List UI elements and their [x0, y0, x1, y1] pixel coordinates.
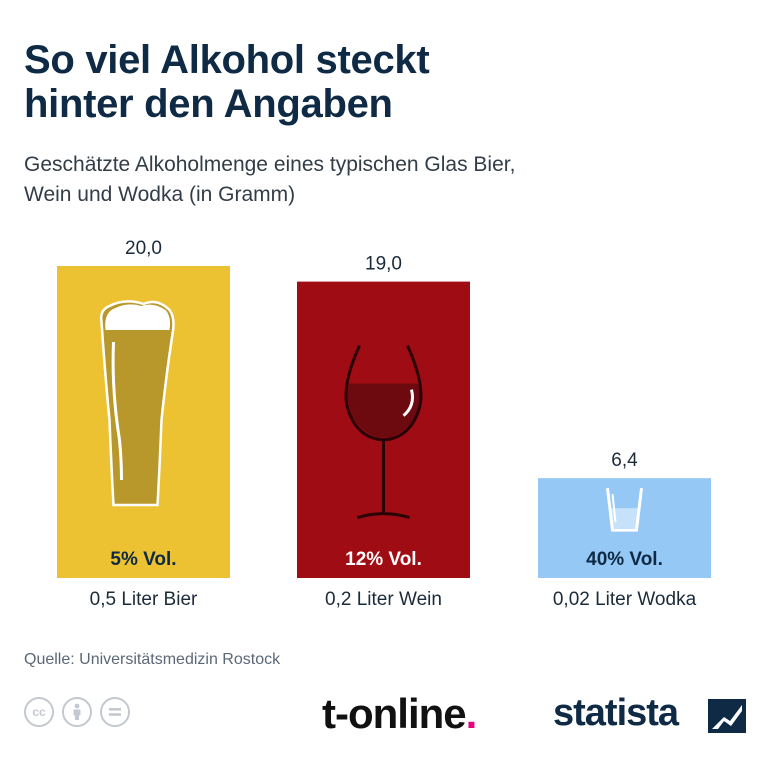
chart-subtitle: Geschätzte Alkoholmenge eines typischen …: [24, 153, 516, 206]
creative-commons-icon[interactable]: cc: [24, 697, 54, 727]
t-online-logo[interactable]: t-online.: [322, 690, 478, 738]
beer-glass-icon: [99, 300, 175, 507]
statista-logo-mark-icon: [708, 699, 746, 733]
license-icons: cc: [24, 697, 130, 727]
t-online-logo-dot: .: [465, 690, 478, 737]
shot-glass-icon: [606, 487, 643, 532]
category-label: 0,02 Liter Wodka: [553, 589, 697, 610]
chart-title: So viel Alkohol steckt hinter den Angabe…: [24, 38, 430, 126]
category-label: 0,2 Liter Wein: [325, 589, 442, 610]
wine-glass-icon: [344, 344, 423, 520]
bar-inner-label: 40% Vol.: [586, 549, 663, 570]
t-online-logo-text: t-online: [322, 690, 467, 737]
value-label: 6,4: [611, 450, 638, 471]
category-label: 0,5 Liter Bier: [90, 589, 198, 610]
bar-inner-label: 5% Vol.: [110, 549, 176, 570]
source-note: Quelle: Universitätsmedizin Rostock: [24, 651, 281, 668]
value-label: 20,0: [125, 238, 162, 259]
no-derivatives-icon[interactable]: [100, 697, 130, 727]
value-label: 19,0: [365, 254, 402, 275]
statista-logo[interactable]: statista: [553, 692, 679, 734]
bar-inner-label: 12% Vol.: [345, 549, 422, 570]
attribution-icon[interactable]: [62, 697, 92, 727]
